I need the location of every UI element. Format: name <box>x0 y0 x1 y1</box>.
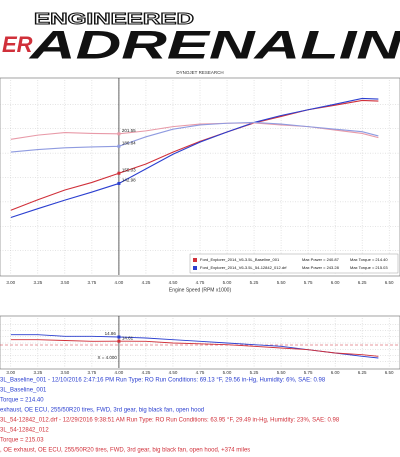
x-tick-label: 4.75 <box>196 370 205 375</box>
footer-line: 3L_Baseline_001 <box>0 388 47 394</box>
cursor-marker <box>117 339 121 343</box>
cursor-marker <box>117 144 121 148</box>
x-tick-label: 5.00 <box>223 280 232 285</box>
x-tick-label: 3.25 <box>33 280 42 285</box>
cursor-value-label: 14.61 <box>122 335 134 340</box>
x-tick-label: 5.00 <box>223 370 232 375</box>
x-tick-label: 3.50 <box>60 370 69 375</box>
cursor-marker <box>117 181 121 185</box>
footer-line: exhaust, OE ECU, 255/50R20 tires, FWD, 3… <box>0 408 204 414</box>
x-tick-label: 6.50 <box>385 280 394 285</box>
x-tick-label: 6.25 <box>358 280 367 285</box>
footer-line: Torque = 215.03 <box>0 438 44 444</box>
x-tick-label: 6.00 <box>331 280 340 285</box>
cursor-value-label: 14.86 <box>105 331 117 336</box>
cursor-value-label: 186.84 <box>122 140 136 145</box>
x-tick-label: 4.50 <box>169 370 178 375</box>
footer-line: 3L_54-12842_012 <box>0 428 49 434</box>
footer-line: , OE exhaust, OE ECU, 255/50R20 tires, F… <box>0 448 250 454</box>
legend-max-power: Max Power = 243.28 <box>302 265 340 270</box>
cursor-value-label: 142.98 <box>122 178 136 183</box>
cursor-value-label: 201.55 <box>122 128 136 133</box>
x-tick-label: 4.00 <box>115 370 124 375</box>
cursor-label: X = 4.000 <box>98 355 118 360</box>
cursor-marker <box>117 171 121 175</box>
tagline: ENGINEERED <box>34 11 194 28</box>
x-tick-label: 3.00 <box>6 370 15 375</box>
x-tick-label: 4.25 <box>142 280 151 285</box>
legend-entry: Ford_Explorer_2014_V6-3.5L_Baseline_001 <box>200 257 280 262</box>
footer-line: Torque = 214.40 <box>0 398 44 404</box>
x-tick-label: 4.00 <box>115 280 124 285</box>
brand-mark: ER <box>2 32 33 57</box>
x-tick-label: 4.50 <box>169 280 178 285</box>
lower-plot-frame <box>0 315 400 370</box>
legend-swatch <box>193 258 197 262</box>
x-tick-label: 4.25 <box>142 370 151 375</box>
cursor-marker <box>117 132 121 136</box>
x-tick-label: 6.50 <box>385 370 394 375</box>
x-tick-label: 5.75 <box>304 280 313 285</box>
x-tick-label: 6.25 <box>358 370 367 375</box>
series-line <box>10 97 379 219</box>
x-tick-label: 3.75 <box>88 370 97 375</box>
cursor-value-label: 155.03 <box>122 167 136 172</box>
series-line <box>10 99 379 211</box>
series-line <box>10 122 379 140</box>
x-axis-label: Engine Speed (RPM x1000) <box>169 287 232 293</box>
x-tick-label: 3.25 <box>33 370 42 375</box>
x-tick-label: 3.75 <box>88 280 97 285</box>
x-tick-label: 5.50 <box>277 280 286 285</box>
x-tick-label: 5.25 <box>250 280 259 285</box>
footer-line: 3L_Baseline_001 - 12/10/2016 2:47:16 PM … <box>0 378 326 384</box>
chart-title: DYNOJET RESEARCH <box>176 70 223 75</box>
legend-entry: Ford_Explorer_2014_V6-3.5L_54-12842_012.… <box>200 265 287 270</box>
series-line <box>10 121 379 153</box>
x-tick-label: 6.00 <box>331 370 340 375</box>
x-tick-label: 5.50 <box>277 370 286 375</box>
series-line <box>10 339 379 357</box>
legend-max-torque: Max Torque = 214.40 <box>350 257 388 262</box>
logo-title: ADRENALIN <box>28 24 400 68</box>
legend-box <box>189 253 399 274</box>
legend-max-power: Max Power = 240.87 <box>302 257 340 262</box>
x-tick-label: 4.75 <box>196 280 205 285</box>
cursor-marker <box>117 335 121 339</box>
x-tick-label: 5.75 <box>304 370 313 375</box>
legend-swatch <box>193 266 197 270</box>
x-tick-label: 3.00 <box>6 280 15 285</box>
legend-max-torque: Max Torque = 215.03 <box>350 265 388 270</box>
x-tick-label: 5.25 <box>250 370 259 375</box>
x-tick-label: 3.50 <box>60 280 69 285</box>
footer-line: 3L_54-12842_012.drf - 12/29/2016 9:38:51… <box>0 418 340 424</box>
